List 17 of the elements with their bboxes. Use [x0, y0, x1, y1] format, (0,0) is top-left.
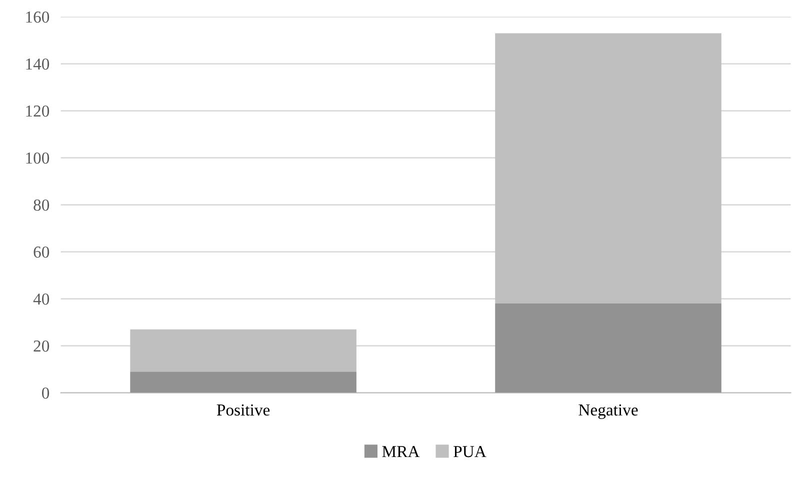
- y-tick-label: 20: [34, 340, 50, 352]
- y-tick-label: 160: [26, 11, 50, 23]
- y-tick-label: 120: [26, 105, 50, 117]
- y-tick-label: 100: [26, 152, 50, 164]
- bar: [130, 372, 356, 393]
- bar: [495, 33, 722, 304]
- y-tick-label: 140: [26, 58, 50, 70]
- y-tick-label: 0: [42, 387, 50, 399]
- bar: [130, 329, 356, 372]
- x-tick-label: Negative: [578, 404, 638, 420]
- y-tick-label: 60: [34, 246, 50, 258]
- y-tick-label: 80: [34, 199, 50, 211]
- bar: [495, 303, 722, 393]
- legend-label: MRA: [382, 446, 420, 458]
- x-tick-label: Positive: [216, 404, 270, 416]
- y-tick-label: 40: [33, 293, 50, 305]
- legend-label: PUA: [454, 446, 486, 458]
